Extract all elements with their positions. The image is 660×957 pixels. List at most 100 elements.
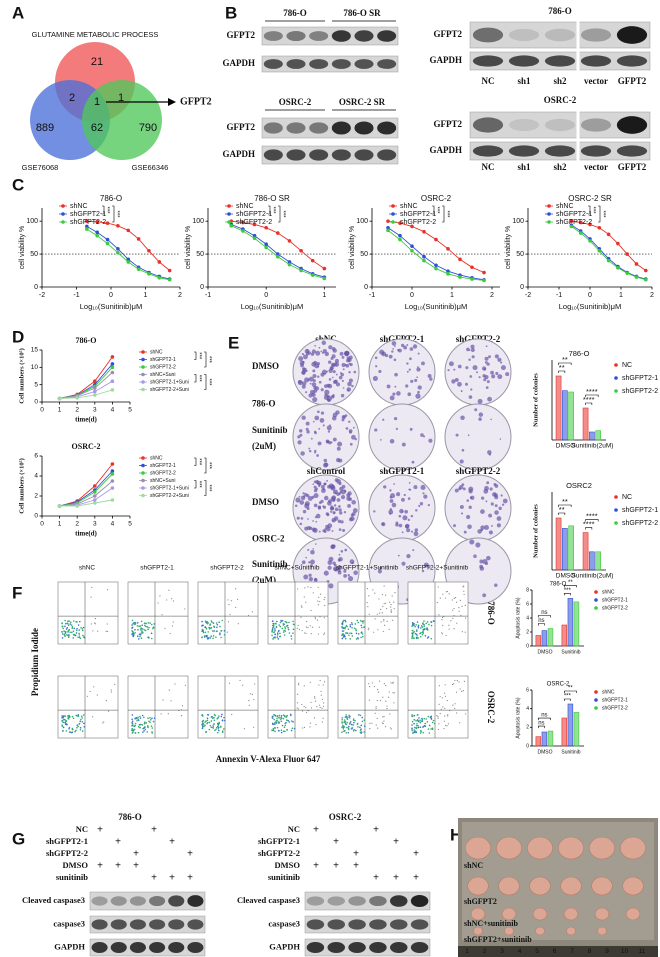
event — [368, 627, 370, 629]
event — [131, 714, 134, 716]
event — [278, 729, 280, 732]
event — [431, 721, 434, 724]
event — [436, 715, 438, 717]
event — [172, 600, 175, 602]
event — [419, 721, 422, 724]
blot-gap — [576, 21, 580, 49]
event — [276, 632, 279, 635]
event — [430, 728, 432, 730]
event — [446, 699, 448, 702]
event — [286, 714, 288, 717]
event — [235, 588, 237, 590]
panel-label: D — [12, 327, 24, 346]
band — [309, 122, 329, 134]
chart-title: OSRC-2 — [421, 194, 452, 203]
event — [287, 628, 290, 631]
colony — [306, 430, 310, 434]
tumor — [625, 907, 641, 921]
colony — [323, 482, 327, 486]
event — [282, 622, 285, 625]
event — [438, 703, 440, 705]
colony — [402, 515, 408, 521]
event — [416, 722, 418, 725]
event — [411, 720, 414, 723]
colony — [410, 530, 414, 533]
colony — [413, 531, 419, 537]
event — [139, 628, 142, 631]
event — [61, 622, 63, 625]
event — [139, 717, 142, 719]
event — [342, 627, 344, 630]
colony — [408, 481, 411, 484]
colony — [305, 391, 308, 394]
event — [208, 721, 211, 724]
point — [644, 277, 648, 282]
event — [310, 701, 312, 704]
point — [136, 237, 141, 241]
sig-label: ns — [538, 618, 544, 624]
event — [314, 616, 316, 618]
event — [75, 629, 78, 632]
event — [413, 718, 415, 721]
event — [159, 595, 161, 597]
legend-label: shGFPT2-1 — [622, 375, 658, 382]
y-tick-label: 0 — [34, 513, 38, 520]
bar — [573, 712, 580, 747]
event — [134, 621, 137, 624]
colony — [469, 375, 473, 378]
point — [569, 224, 574, 229]
colony — [484, 374, 489, 380]
event — [92, 630, 94, 632]
x-tick-label: Sunitinib(2uM) — [572, 443, 614, 450]
colony — [306, 351, 309, 354]
point — [588, 222, 592, 227]
event — [346, 726, 348, 729]
event — [415, 633, 418, 636]
colony — [460, 512, 464, 515]
event — [420, 720, 423, 722]
legend-label: shGFPT2-1+Suni — [150, 485, 189, 491]
band — [327, 919, 345, 930]
y-axis-label: cell viability % — [19, 226, 26, 270]
sig-bracket — [585, 527, 593, 530]
tumor — [527, 836, 553, 860]
legend-marker — [61, 212, 65, 216]
colony — [393, 483, 396, 485]
event — [168, 689, 170, 691]
event — [278, 635, 281, 638]
event — [215, 630, 218, 633]
event — [421, 626, 424, 628]
point — [105, 237, 110, 242]
colony — [502, 498, 508, 504]
venn-count: 1 — [94, 96, 100, 108]
colony — [396, 492, 401, 497]
event — [342, 728, 345, 730]
event — [322, 684, 324, 686]
event — [226, 631, 228, 633]
event — [377, 727, 379, 729]
event — [90, 623, 93, 625]
event — [290, 638, 293, 640]
event — [251, 611, 253, 613]
plus: + — [353, 861, 359, 872]
event — [420, 625, 423, 627]
event — [444, 597, 447, 599]
event — [66, 634, 68, 636]
colony — [328, 441, 332, 445]
x-axis-label: time(d) — [75, 416, 97, 424]
event — [463, 590, 465, 592]
event — [280, 731, 283, 734]
event — [216, 626, 218, 629]
x-tick-label: Sunitinib — [561, 649, 580, 655]
event — [430, 717, 433, 720]
point — [299, 268, 303, 273]
event — [392, 692, 394, 694]
row-label: caspase3 — [53, 918, 85, 928]
bar — [562, 390, 568, 441]
event — [374, 712, 376, 714]
colony — [310, 564, 313, 567]
colony — [351, 384, 354, 388]
event — [351, 623, 353, 626]
colony — [338, 553, 341, 556]
colony — [467, 524, 472, 530]
